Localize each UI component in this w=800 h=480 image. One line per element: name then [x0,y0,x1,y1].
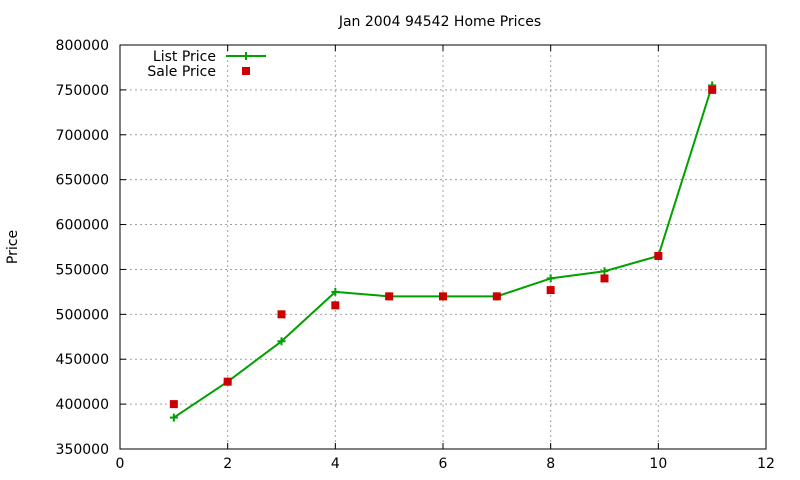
sale-price-point [223,377,232,386]
sale-price-point [331,301,340,310]
x-axis-tick-label: 4 [331,456,340,472]
x-axis-tick-label: 2 [223,456,232,472]
x-axis-tick-label: 12 [757,456,775,472]
chart-title: Jan 2004 94542 Home Prices [338,14,541,30]
sale-price-point [277,310,286,319]
y-axis-tick-label: 750000 [56,83,109,99]
sale-price-point [600,274,609,283]
y-axis-tick-label: 450000 [56,352,109,368]
sale-price-point [169,400,178,409]
list-price-point [169,413,178,422]
legend-sale-price-label: Sale Price [147,64,216,80]
list-price-point [277,337,286,346]
y-axis-tick-label: 600000 [56,218,109,234]
x-axis-tick-label: 6 [439,456,448,472]
x-axis-tick-label: 8 [546,456,555,472]
sale-price-point [654,251,663,260]
x-axis-tick-label: 0 [116,456,125,472]
axes: 0 2 4 6 8 10 12 350000 400000 450000 500000 550000 6… [56,38,775,472]
sale-price-point [546,286,555,295]
labels: Jan 2004 94542 Home Prices Price [5,14,541,264]
sale-price-point [439,292,447,301]
y-axis-tick-label: 550000 [56,262,109,278]
y-axis-label: Price [5,230,21,264]
list-price-point [331,287,340,296]
y-axis-tick-label: 400000 [56,397,109,413]
legend-sale-price-marker [242,67,250,75]
sale-price-point [708,85,717,94]
y-axis-tick-label: 350000 [56,442,109,458]
y-axis-tick-label: 650000 [56,173,109,189]
y-axis-tick-label: 800000 [56,38,109,54]
sale-price-point [385,292,394,301]
sale-price-point [492,292,501,301]
y-axis-tick-label: 500000 [56,307,109,323]
list-price-point [600,267,609,276]
x-axis-tick-label: 10 [649,456,667,472]
legend-list-price-label: List Price [153,49,216,65]
y-axis-tick-label: 700000 [56,128,109,144]
list-price-point [546,274,555,283]
series-layer [169,81,717,422]
